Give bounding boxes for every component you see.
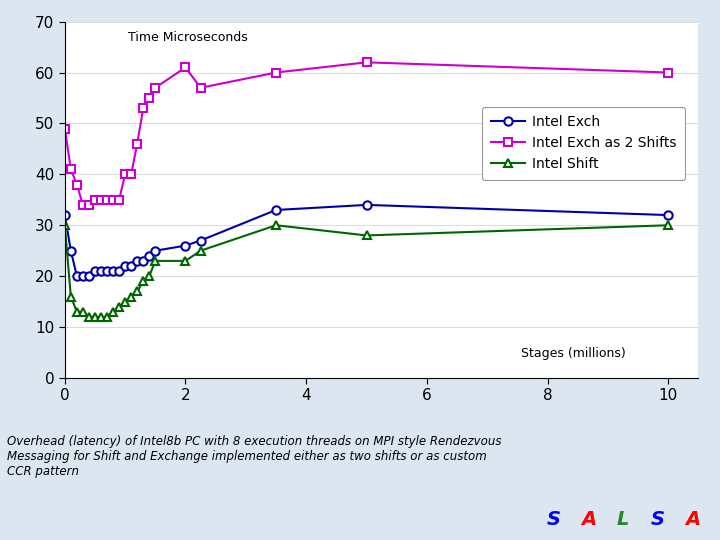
Intel Exch as 2 Shifts bbox=[197, 85, 205, 91]
Intel Exch as 2 Shifts bbox=[109, 197, 117, 203]
Intel Exch as 2 Shifts bbox=[121, 171, 130, 178]
Intel Shift bbox=[362, 232, 371, 239]
Intel Shift bbox=[133, 288, 142, 295]
Intel Exch as 2 Shifts bbox=[664, 69, 672, 76]
Text: S: S bbox=[547, 510, 561, 529]
Intel Exch as 2 Shifts bbox=[103, 197, 112, 203]
Intel Exch bbox=[181, 242, 190, 249]
Text: Time Microseconds: Time Microseconds bbox=[128, 31, 248, 44]
Intel Shift bbox=[114, 303, 123, 310]
Text: Stages (millions): Stages (millions) bbox=[521, 347, 626, 360]
Intel Exch as 2 Shifts bbox=[127, 171, 135, 178]
Intel Exch bbox=[103, 268, 112, 274]
Intel Exch as 2 Shifts bbox=[96, 197, 105, 203]
Intel Exch bbox=[60, 212, 69, 218]
Intel Exch bbox=[66, 247, 75, 254]
Intel Exch as 2 Shifts bbox=[66, 166, 75, 172]
Intel Exch as 2 Shifts bbox=[114, 197, 123, 203]
Line: Intel Shift: Intel Shift bbox=[60, 221, 672, 321]
Intel Exch as 2 Shifts bbox=[181, 64, 190, 71]
Line: Intel Exch as 2 Shifts: Intel Exch as 2 Shifts bbox=[60, 58, 672, 209]
Intel Exch as 2 Shifts bbox=[73, 181, 81, 188]
Intel Exch bbox=[121, 263, 130, 269]
Intel Exch as 2 Shifts bbox=[78, 201, 87, 208]
Intel Exch bbox=[73, 273, 81, 279]
Intel Exch as 2 Shifts bbox=[60, 125, 69, 132]
Intel Exch bbox=[114, 268, 123, 274]
Intel Exch as 2 Shifts bbox=[271, 69, 280, 76]
Intel Exch bbox=[271, 207, 280, 213]
Line: Intel Exch: Intel Exch bbox=[60, 201, 672, 280]
Intel Shift bbox=[96, 314, 105, 320]
Intel Exch as 2 Shifts bbox=[133, 140, 142, 147]
Intel Exch as 2 Shifts bbox=[362, 59, 371, 65]
Intel Exch bbox=[127, 263, 135, 269]
Intel Exch bbox=[197, 237, 205, 244]
Intel Shift bbox=[121, 299, 130, 305]
Text: S: S bbox=[651, 510, 665, 529]
Intel Shift bbox=[271, 222, 280, 228]
Intel Exch bbox=[109, 268, 117, 274]
Intel Exch bbox=[133, 258, 142, 264]
Intel Exch as 2 Shifts bbox=[151, 85, 160, 91]
Text: A: A bbox=[685, 510, 701, 529]
Intel Exch as 2 Shifts bbox=[145, 94, 153, 101]
Intel Shift bbox=[85, 314, 94, 320]
Intel Exch bbox=[145, 253, 153, 259]
Intel Exch bbox=[362, 201, 371, 208]
Text: Overhead (latency) of Intel8b PC with 8 execution threads on MPI style Rendezvou: Overhead (latency) of Intel8b PC with 8 … bbox=[7, 435, 502, 478]
Intel Exch bbox=[85, 273, 94, 279]
Intel Shift bbox=[73, 308, 81, 315]
Intel Exch bbox=[78, 273, 87, 279]
Intel Exch bbox=[139, 258, 148, 264]
Intel Shift bbox=[103, 314, 112, 320]
Intel Shift bbox=[145, 273, 153, 279]
Legend: Intel Exch, Intel Exch as 2 Shifts, Intel Shift: Intel Exch, Intel Exch as 2 Shifts, Inte… bbox=[482, 107, 685, 179]
Intel Shift bbox=[197, 247, 205, 254]
Intel Exch as 2 Shifts bbox=[85, 201, 94, 208]
Text: A: A bbox=[582, 510, 597, 529]
Intel Shift bbox=[60, 222, 69, 228]
Intel Exch as 2 Shifts bbox=[139, 105, 148, 111]
Intel Exch as 2 Shifts bbox=[91, 197, 99, 203]
Intel Exch bbox=[151, 247, 160, 254]
Intel Shift bbox=[66, 293, 75, 300]
Intel Shift bbox=[151, 258, 160, 264]
Intel Shift bbox=[91, 314, 99, 320]
Intel Shift bbox=[181, 258, 190, 264]
Intel Shift bbox=[139, 278, 148, 285]
Intel Shift bbox=[664, 222, 672, 228]
Intel Shift bbox=[78, 308, 87, 315]
Intel Shift bbox=[109, 308, 117, 315]
Text: L: L bbox=[616, 510, 629, 529]
Intel Exch bbox=[91, 268, 99, 274]
Intel Exch bbox=[96, 268, 105, 274]
Intel Shift bbox=[127, 293, 135, 300]
Intel Exch bbox=[664, 212, 672, 218]
